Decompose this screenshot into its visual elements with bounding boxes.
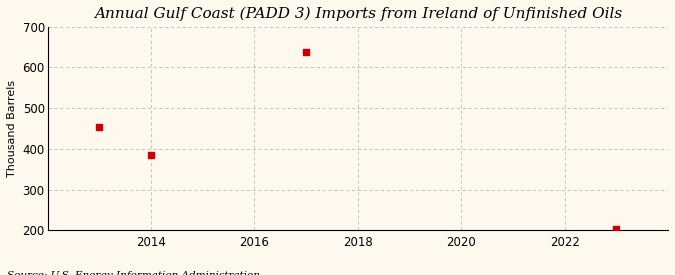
Y-axis label: Thousand Barrels: Thousand Barrels xyxy=(7,80,17,177)
Text: Source: U.S. Energy Information Administration: Source: U.S. Energy Information Administ… xyxy=(7,271,260,275)
Point xyxy=(94,125,105,130)
Point xyxy=(611,227,622,231)
Point xyxy=(146,153,157,158)
Point xyxy=(300,50,311,54)
Title: Annual Gulf Coast (PADD 3) Imports from Ireland of Unfinished Oils: Annual Gulf Coast (PADD 3) Imports from … xyxy=(94,7,622,21)
